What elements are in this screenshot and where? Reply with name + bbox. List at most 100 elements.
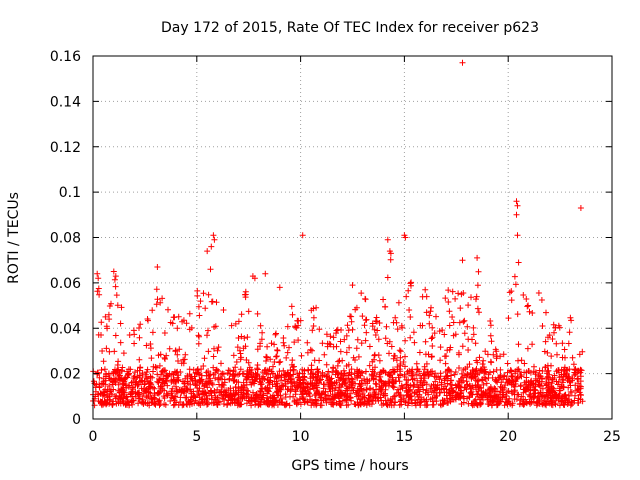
- data-point: [449, 288, 456, 295]
- data-point: [306, 393, 313, 400]
- data-point: [364, 398, 371, 405]
- data-point: [554, 351, 560, 358]
- data-point: [273, 353, 279, 360]
- data-point: [427, 385, 434, 392]
- data-point: [348, 382, 355, 389]
- data-point: [172, 393, 179, 399]
- data-point: [120, 350, 127, 357]
- data-point: [191, 393, 198, 400]
- data-point: [267, 356, 274, 363]
- data-point: [461, 330, 468, 337]
- data-point: [205, 291, 212, 298]
- data-point: [433, 374, 440, 381]
- data-point: [499, 384, 506, 391]
- data-point: [385, 371, 392, 378]
- data-point: [506, 289, 513, 296]
- data-point: [400, 359, 407, 365]
- data-point: [407, 334, 414, 341]
- data-point: [458, 389, 465, 395]
- data-point: [553, 340, 560, 347]
- data-point: [577, 205, 584, 211]
- data-point: [446, 387, 453, 393]
- data-point: [432, 370, 439, 377]
- data-point: [325, 368, 332, 375]
- x-tick-label: 10: [292, 429, 310, 445]
- data-point: [511, 273, 518, 280]
- data-point: [344, 322, 351, 329]
- data-point: [359, 313, 366, 320]
- data-point: [505, 398, 512, 405]
- data-point: [122, 381, 129, 388]
- data-point: [289, 311, 296, 318]
- data-point: [359, 370, 366, 377]
- data-point: [261, 376, 268, 382]
- data-point: [272, 331, 279, 338]
- data-point: [251, 397, 258, 404]
- data-point: [474, 305, 481, 312]
- data-point: [335, 392, 342, 399]
- data-point: [99, 348, 106, 354]
- x-tick-label: 20: [499, 429, 517, 445]
- data-point: [376, 376, 383, 383]
- data-point: [295, 337, 302, 344]
- data-point: [333, 369, 340, 376]
- data-point: [399, 324, 406, 331]
- data-point: [420, 370, 427, 377]
- data-point: [294, 317, 301, 324]
- data-point: [322, 388, 329, 395]
- data-point: [487, 358, 494, 365]
- data-point: [408, 393, 415, 400]
- data-point: [225, 397, 232, 404]
- data-point: [423, 293, 430, 300]
- data-point: [538, 383, 544, 389]
- data-point: [106, 348, 113, 355]
- data-point: [339, 389, 346, 396]
- data-point: [461, 384, 468, 391]
- data-point: [195, 390, 202, 397]
- data-point: [330, 364, 337, 371]
- data-point: [361, 395, 368, 401]
- data-point: [149, 329, 156, 336]
- data-point: [474, 359, 481, 366]
- data-point: [143, 342, 150, 349]
- data-point: [263, 358, 269, 364]
- data-point: [422, 286, 429, 293]
- data-point: [509, 373, 516, 380]
- data-point: [237, 356, 244, 363]
- data-point: [298, 352, 305, 359]
- data-point: [416, 349, 423, 356]
- data-point: [392, 392, 399, 399]
- data-point: [103, 345, 110, 352]
- data-point: [93, 381, 100, 388]
- data-point: [232, 364, 239, 371]
- data-point: [446, 308, 453, 315]
- data-point: [390, 379, 397, 386]
- data-point: [215, 344, 222, 351]
- data-point: [562, 354, 568, 361]
- data-point: [290, 393, 297, 400]
- data-point: [137, 321, 144, 328]
- data-point: [213, 366, 220, 373]
- data-point: [429, 395, 436, 402]
- y-tick-label: 0: [72, 412, 81, 428]
- data-point: [258, 395, 265, 402]
- data-point: [321, 351, 328, 358]
- data-point: [151, 400, 158, 407]
- data-point: [380, 392, 387, 399]
- data-point: [308, 397, 315, 404]
- data-point: [395, 386, 401, 393]
- data-point: [361, 322, 368, 329]
- data-point: [390, 366, 396, 373]
- data-point: [155, 352, 162, 359]
- data-point: [535, 381, 542, 388]
- data-point: [145, 393, 152, 400]
- data-point: [431, 330, 438, 337]
- data-point: [462, 365, 469, 372]
- data-point: [204, 248, 211, 255]
- data-point: [309, 379, 316, 386]
- data-point: [564, 397, 571, 404]
- data-point: [491, 388, 497, 395]
- data-point: [442, 369, 449, 375]
- data-point: [333, 343, 340, 350]
- data-point: [362, 337, 369, 344]
